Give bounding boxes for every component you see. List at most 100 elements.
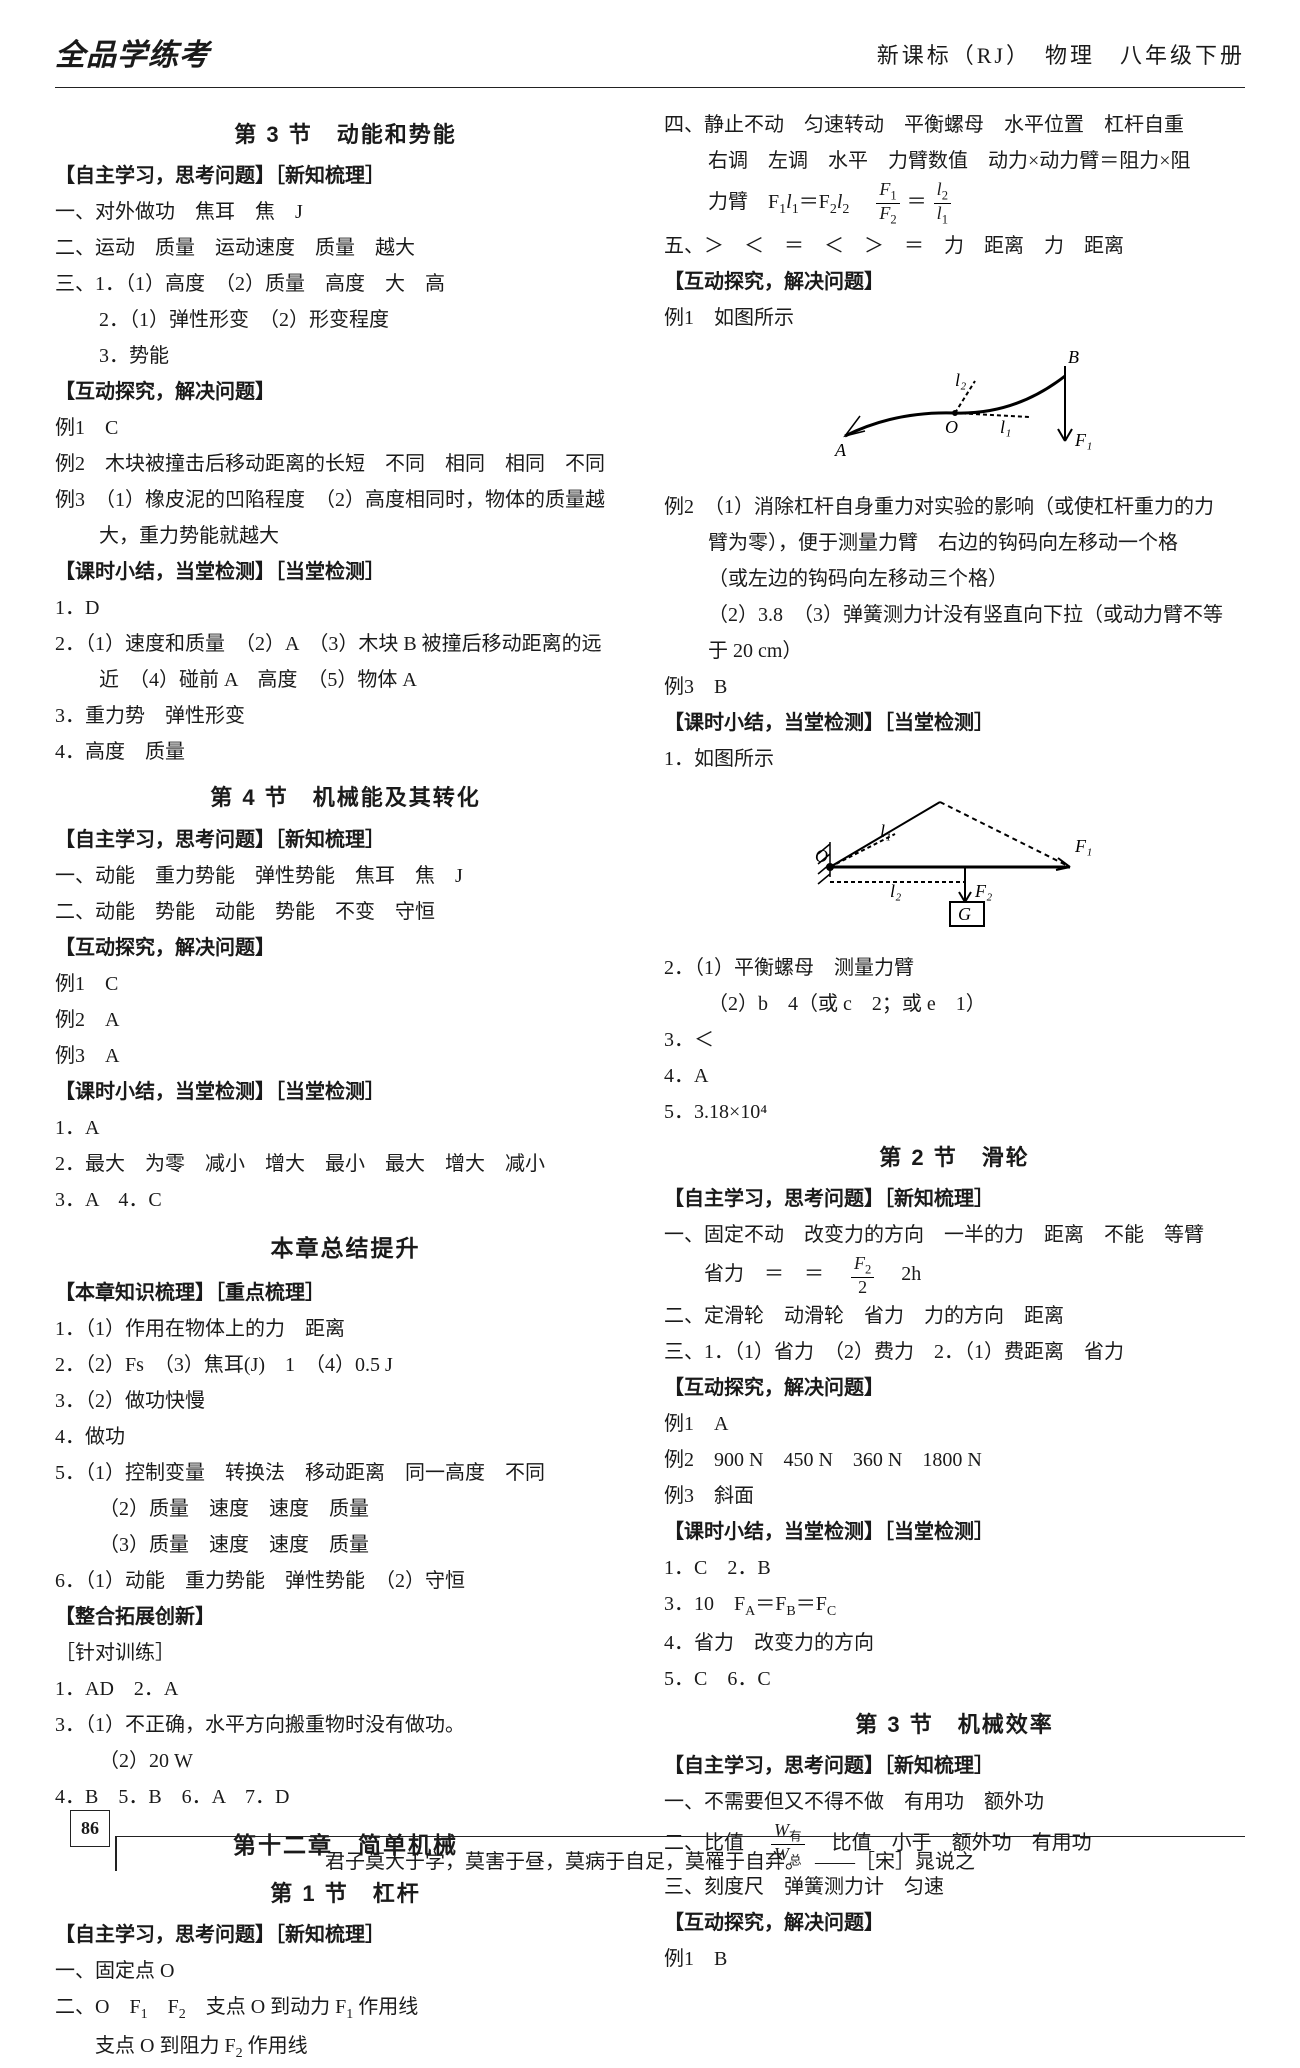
text-line: 右调 左调 水平 力臂数值 动力×动力臂＝阻力×阻 [664, 144, 1245, 178]
text-line: （或左边的钩码向左移动三个格） [664, 562, 1245, 596]
text-line: 例1 A [664, 1407, 1245, 1441]
text-line: 2．（1）平衡螺母 测量力臂 [664, 951, 1245, 985]
right-column: 四、静止不动 匀速转动 平衡螺母 水平位置 杠杆自重 右调 左调 水平 力臂数值… [664, 106, 1245, 2068]
svg-text:l₂: l₂ [955, 370, 966, 390]
text-line: 5．C 6．C [664, 1662, 1245, 1696]
text-line: 1．如图所示 [664, 742, 1245, 776]
text-line: （3）质量 速度 速度 质量 [55, 1528, 636, 1562]
text-line: 一、不需要但又不得不做 有用功 额外功 [664, 1785, 1245, 1819]
svg-text:l₂: l₂ [890, 881, 901, 901]
text-line: 例2 木块被撞击后移动距离的长短 不同 相同 相同 不同 [55, 447, 636, 481]
text-line: （2）3.8 （3）弹簧测力计没有竖直向下拉（或动力臂不等 [664, 598, 1245, 632]
formula-line: 力臂 F1l1＝F2l2 F1F2 ＝ l2l1 [664, 180, 1245, 227]
svg-text:l₁: l₁ [880, 821, 891, 841]
text-line: 3．势能 [55, 339, 636, 373]
subhead: 【自主学习，思考问题】［新知梳理］ [55, 159, 636, 193]
text-line: 6．（1）动能 重力势能 弹性势能 （2）守恒 [55, 1564, 636, 1598]
subhead: 【本章知识梳理】［重点梳理］ [55, 1276, 636, 1310]
text-line: 一、动能 重力势能 弹性势能 焦耳 焦 J [55, 859, 636, 893]
formula-line: 省力 ＝ ＝ F22 2h [664, 1254, 1245, 1297]
subhead: 【互动探究，解决问题】 [55, 375, 636, 409]
text-line: 臂为零），便于测量力臂 右边的钩码向左移动一个格 [664, 526, 1245, 560]
page-header: 全品学练考 新课标（RJ） 物理 八年级下册 [55, 30, 1245, 88]
footer-quote: 君子莫大于学，莫害于昼，莫病于自足，莫罹于自弃。 ——［宋］晁说之 [0, 1845, 1300, 1879]
svg-text:B: B [1068, 347, 1079, 367]
text-line: 一、固定不动 改变力的方向 一半的力 距离 不能 等臂 [664, 1218, 1245, 1252]
text-line: 1．A [55, 1111, 636, 1145]
text-line: 二、定滑轮 动滑轮 省力 力的方向 距离 [664, 1299, 1245, 1333]
subhead-sub: ［针对训练］ [55, 1636, 636, 1670]
subhead: 【互动探究，解决问题】 [55, 931, 636, 965]
section-title: 第 3 节 机械效率 [664, 1706, 1245, 1743]
subhead: 【课时小结，当堂检测】［当堂检测］ [664, 706, 1245, 740]
svg-text:A: A [834, 440, 847, 460]
page-number: 86 [70, 1810, 110, 1847]
text-line: 4．做功 [55, 1420, 636, 1454]
svg-text:O: O [815, 846, 828, 866]
text-line: 三、1．（1）高度 （2）质量 高度 大 高 [55, 267, 636, 301]
text-line: 例2 900 N 450 N 360 N 1800 N [664, 1443, 1245, 1477]
text-line: 例3 （1）橡皮泥的凹陷程度 （2）高度相同时，物体的质量越 [55, 483, 636, 517]
header-meta: 新课标（RJ） 物理 八年级下册 [877, 37, 1245, 74]
text-line: 于 20 cm） [664, 634, 1245, 668]
text-line: 例1 如图所示 [664, 301, 1245, 335]
section-title: 第 3 节 动能和势能 [55, 116, 636, 153]
text-line: 2．（1）弹性形变 （2）形变程度 [55, 303, 636, 337]
text-line: 1．AD 2．A [55, 1672, 636, 1706]
text-line: 一、对外做功 焦耳 焦 J [55, 195, 636, 229]
text-line: （2）质量 速度 速度 质量 [55, 1492, 636, 1526]
text-line: 例3 A [55, 1039, 636, 1073]
text-line: 3．（1）不正确，水平方向搬重物时没有做功。 [55, 1708, 636, 1742]
text-line: 四、静止不动 匀速转动 平衡螺母 水平位置 杠杆自重 [664, 108, 1245, 142]
text-line: 例2 A [55, 1003, 636, 1037]
text-line: 二、动能 势能 动能 势能 不变 守恒 [55, 895, 636, 929]
text-line: 3．10 FA＝FB＝FC [664, 1587, 1245, 1624]
text-line: 4．B 5．B 6．A 7．D [55, 1780, 636, 1814]
text-line: 例2 （1）消除杠杆自身重力对实验的影响（或使杠杆重力的力 [664, 490, 1245, 524]
text-line: 4．高度 质量 [55, 735, 636, 769]
text-line: 二、运动 质量 运动速度 质量 越大 [55, 231, 636, 265]
text-line: 1．C 2．B [664, 1551, 1245, 1585]
text-line: （2）20 W [55, 1744, 636, 1778]
svg-text:F₁: F₁ [1074, 430, 1092, 450]
section-title: 第 2 节 滑轮 [664, 1139, 1245, 1176]
chapter-summary-title: 本章总结提升 [55, 1229, 636, 1268]
text-line: 1．D [55, 591, 636, 625]
text-line: 3．重力势 弹性形变 [55, 699, 636, 733]
text-line: 1．（1）作用在物体上的力 距离 [55, 1312, 636, 1346]
text-line: 例3 斜面 [664, 1479, 1245, 1513]
subhead: 【自主学习，思考问题】［新知梳理］ [55, 823, 636, 857]
text-line: 3．（2）做功快慢 [55, 1384, 636, 1418]
text-line: 一、固定点 O [55, 1954, 636, 1988]
text-line: 近 （4）碰前 A 高度 （5）物体 A [55, 663, 636, 697]
svg-text:F₂: F₂ [974, 881, 992, 901]
subhead: 【课时小结，当堂检测】［当堂检测］ [664, 1515, 1245, 1549]
text-line: 3．A 4．C [55, 1183, 636, 1217]
content-columns: 第 3 节 动能和势能 【自主学习，思考问题】［新知梳理］ 一、对外做功 焦耳 … [55, 106, 1245, 2068]
text-line: 例1 B [664, 1942, 1245, 1976]
text-line: 例1 C [55, 411, 636, 445]
subhead: 【自主学习，思考问题】［新知梳理］ [55, 1918, 636, 1952]
lever-figure-2: O F₁ F₂ l₁ l₂ G [664, 782, 1245, 943]
text-line: 2．（1）速度和质量 （2）A （3）木块 B 被撞后移动距离的远 [55, 627, 636, 661]
text-line: 2．最大 为零 减小 增大 最小 最大 增大 减小 [55, 1147, 636, 1181]
left-column: 第 3 节 动能和势能 【自主学习，思考问题】［新知梳理］ 一、对外做功 焦耳 … [55, 106, 636, 2068]
text-line: 3．＜ [664, 1023, 1245, 1057]
subhead: 【互动探究，解决问题】 [664, 1371, 1245, 1405]
text-line: 三、1．（1）省力 （2）费力 2．（1）费距离 省力 [664, 1335, 1245, 1369]
text-line: 例1 C [55, 967, 636, 1001]
subhead: 【自主学习，思考问题】［新知梳理］ [664, 1182, 1245, 1216]
svg-text:O: O [945, 417, 958, 437]
text-line: 五、＞ ＜ ＝ ＜ ＞ ＝ 力 距离 力 距离 [664, 229, 1245, 263]
section-title: 第 4 节 机械能及其转化 [55, 779, 636, 816]
text-line: 5．（1）控制变量 转换法 移动距离 同一高度 不同 [55, 1456, 636, 1490]
svg-text:l₁: l₁ [1000, 417, 1011, 437]
subhead: 【课时小结，当堂检测】［当堂检测］ [55, 555, 636, 589]
subhead: 【互动探究，解决问题】 [664, 1906, 1245, 1940]
text-line: 2．（2）Fs （3）焦耳(J) 1 （4）0.5 J [55, 1348, 636, 1382]
brand-logo: 全品学练考 [55, 30, 210, 81]
subhead: 【课时小结，当堂检测】［当堂检测］ [55, 1075, 636, 1109]
text-line: （2）b 4（或 c 2；或 e 1） [664, 987, 1245, 1021]
subhead: 【整合拓展创新】 [55, 1600, 636, 1634]
lever-figure-1: B A O F₁ l₁ l₂ [664, 341, 1245, 482]
